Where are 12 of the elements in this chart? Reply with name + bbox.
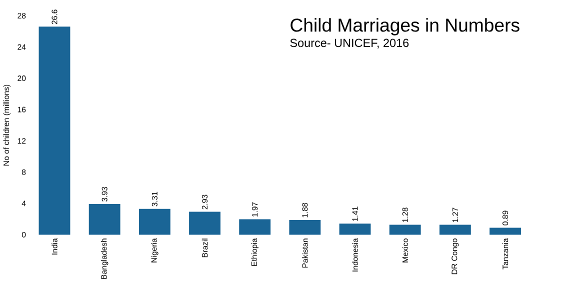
bar xyxy=(138,208,170,235)
bar xyxy=(189,212,220,235)
bar xyxy=(88,204,120,235)
bar xyxy=(389,224,421,235)
bar xyxy=(239,219,271,235)
text: Source- UNICEF, 2016 xyxy=(290,38,409,48)
bar xyxy=(339,223,371,235)
bar xyxy=(490,228,521,235)
bar xyxy=(439,224,471,235)
chart-title: Child Marriages in Numbers xyxy=(290,18,520,36)
bar xyxy=(38,26,70,235)
bar xyxy=(289,220,321,235)
